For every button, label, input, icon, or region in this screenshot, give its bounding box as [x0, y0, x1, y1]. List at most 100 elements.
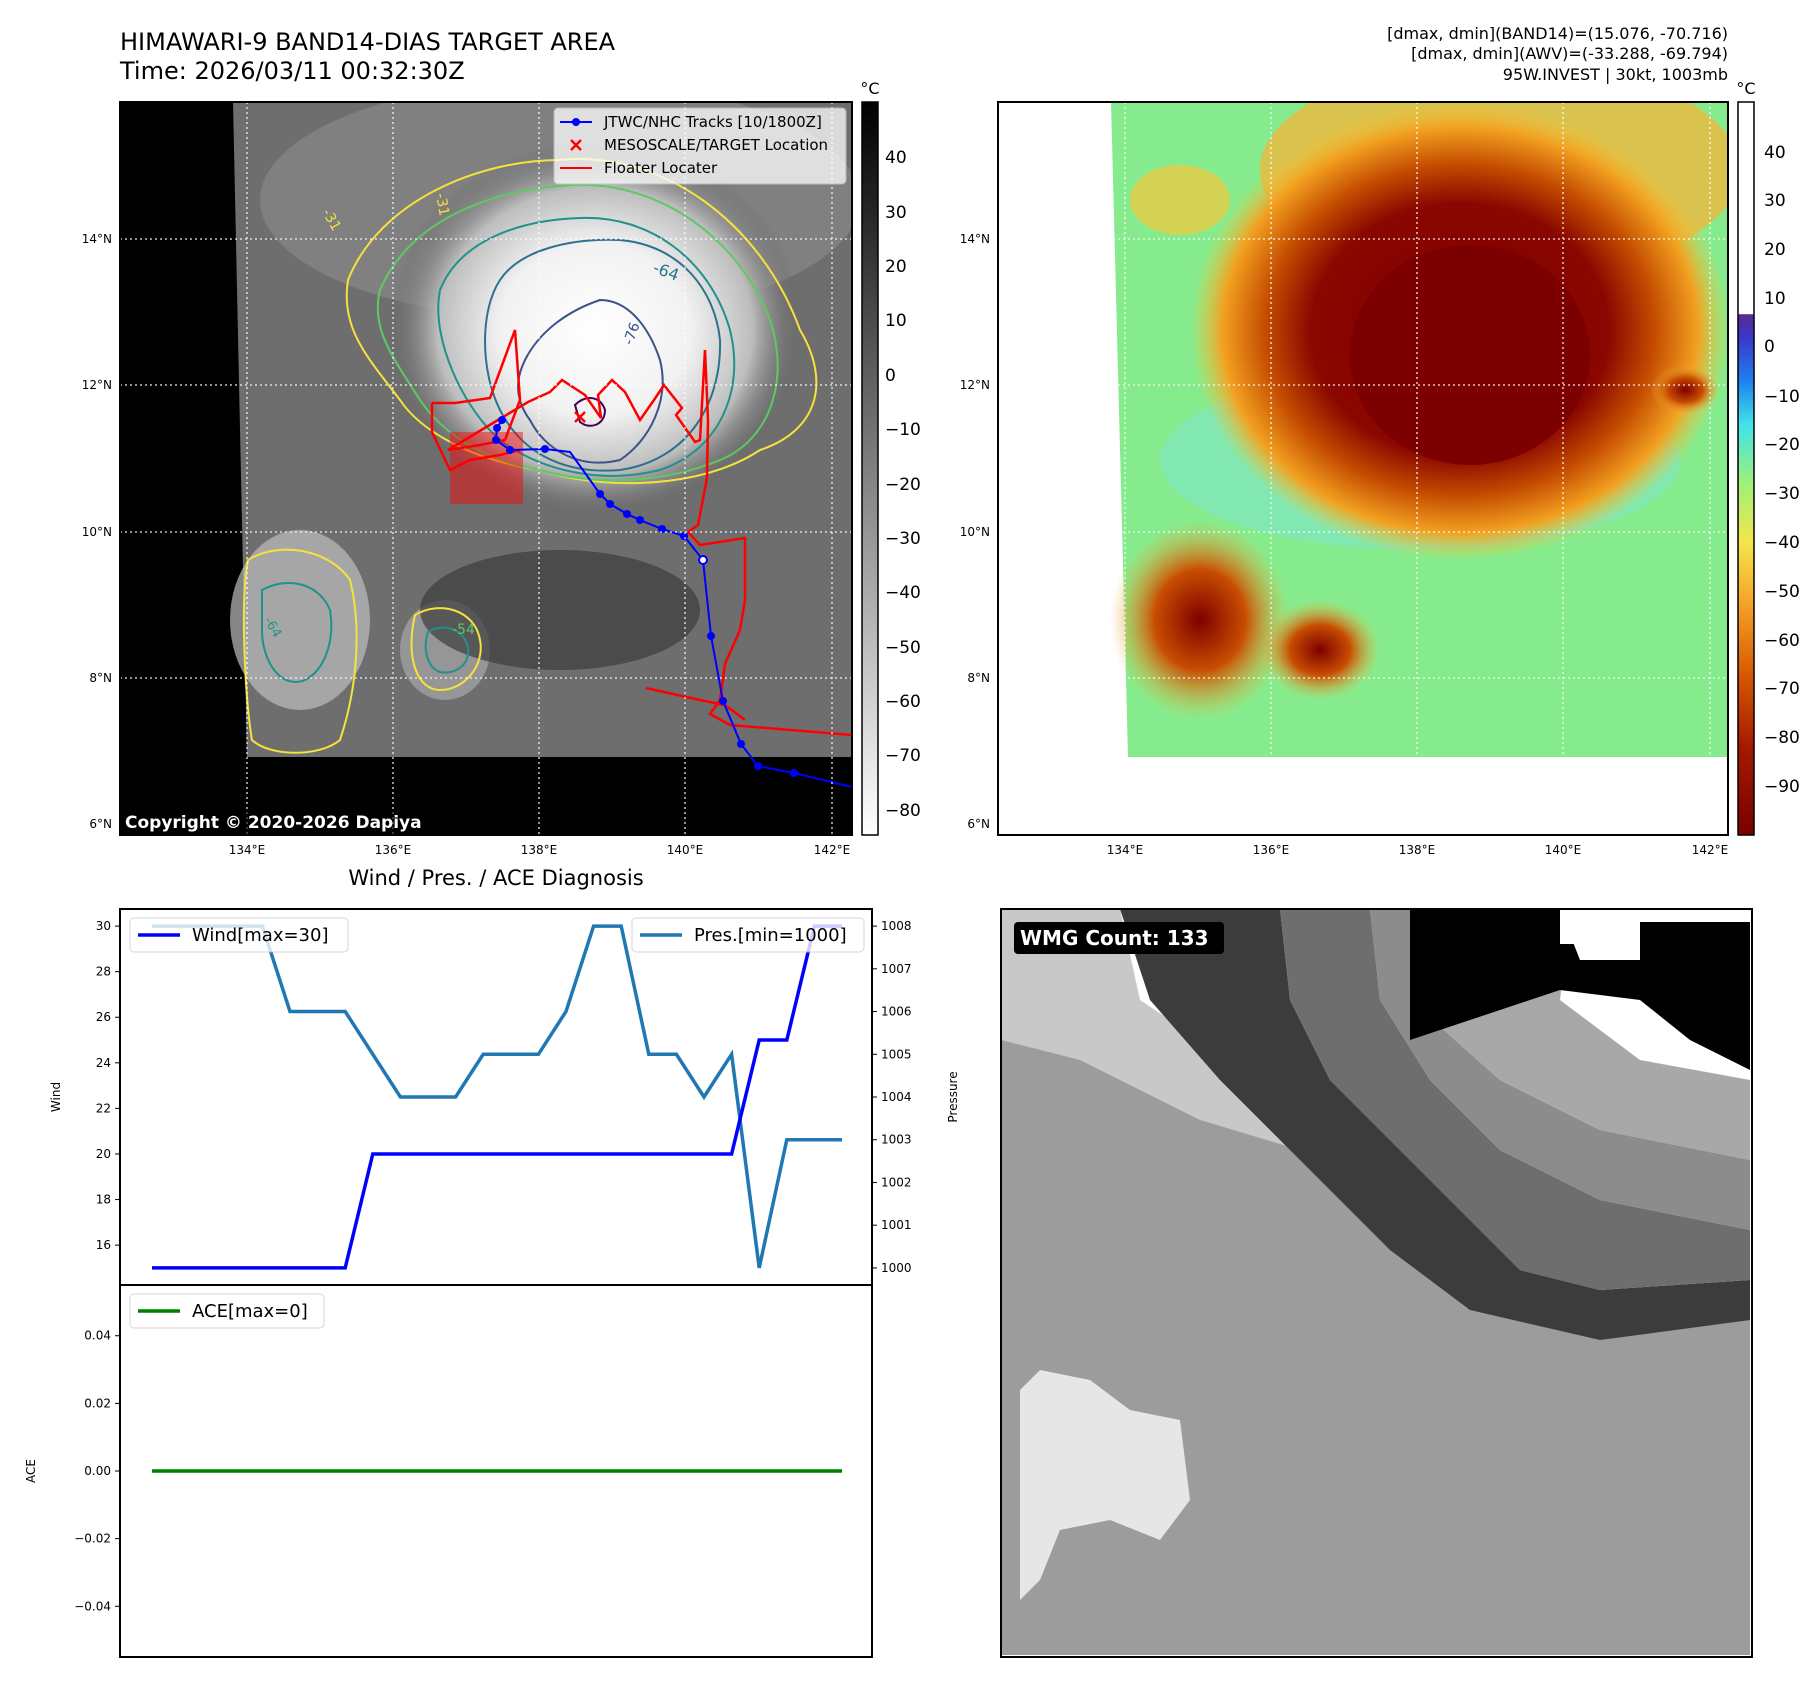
wind-legend-box [129, 917, 349, 953]
target-marker [574, 411, 586, 423]
lat-label: 10°N [82, 525, 112, 539]
colorbar-tick: −80 [885, 801, 921, 821]
awv-blob-w [1130, 165, 1230, 235]
map2-lon-labels: 134°E 136°E 138°E 140°E 142°E [1107, 843, 1729, 857]
awv-map-frame [997, 101, 1729, 836]
contour-steel [484, 238, 722, 472]
wind-y-ticks: 16 18 20 22 24 26 28 30 [96, 919, 120, 1252]
colorbar-tick: 10 [1764, 289, 1786, 309]
lon-label: 138°E [521, 843, 558, 857]
pressure-y-ticks: 1000 1001 1002 1003 1004 1005 1006 1007 1008 [872, 919, 912, 1275]
info-awv: [dmax, dmin](AWV)=(-33.288, -69.794) [1411, 44, 1728, 63]
colorbar-tick: −40 [885, 583, 921, 603]
contour-label: -76 [621, 320, 644, 347]
wmg-frame [1000, 908, 1753, 1658]
awv-colorbar-ticks: 40 30 20 10 0 −10 −20 −30 −40 −50 −60 −7… [1764, 143, 1800, 797]
contour-sw-yellow [242, 548, 358, 754]
map-legend: JTWC/NHC Tracks [10/1800Z] MESOSCALE/TAR… [553, 107, 847, 185]
band14-map: -31 -31 -64 -76 -54 -64 [120, 102, 852, 835]
colorbar-tick: −70 [1764, 679, 1800, 699]
floater-locater-path [430, 403, 521, 472]
track-point [541, 445, 549, 453]
wmg-region-black [1410, 909, 1750, 1070]
wind-tick-label: 26 [96, 1010, 111, 1024]
legend-tracks: JTWC/NHC Tracks [10/1800Z] [603, 113, 822, 131]
contour-teal [437, 216, 736, 477]
ace-tick-label: −0.04 [74, 1599, 111, 1613]
cloud-patch-sw [230, 530, 370, 710]
contour-yellow [345, 158, 818, 485]
pressure-legend: Pres.[min=1000] [631, 917, 865, 953]
wmg-count-label: WMG Count: 133 [1020, 926, 1209, 950]
lon-label: 142°E [814, 843, 851, 857]
colorbar-tick: −80 [1764, 728, 1800, 748]
contour-navy [517, 298, 664, 464]
wmg-band-gray [1370, 909, 1750, 1230]
info-storm: 95W.INVEST | 30kt, 1003mb [1503, 65, 1728, 84]
colorbar-tick: −50 [885, 638, 921, 658]
gray-colorbar: °C 40 30 20 10 0 −10 −20 −30 −40 −50 −60… [860, 79, 921, 836]
lat-label: 8°N [967, 671, 990, 685]
track-point [680, 532, 688, 540]
wind-tick-label: 28 [96, 965, 111, 979]
lat-label: 6°N [967, 817, 990, 831]
track-point [658, 525, 666, 533]
awv-colorbar: °C 40 30 20 10 0 −10 −20 −30 −40 −50 −60… [1736, 79, 1800, 836]
band14-map-frame [119, 101, 853, 836]
wind-tick-label: 30 [96, 919, 111, 933]
lon-label: 136°E [375, 843, 412, 857]
colorbar-tick: −90 [1764, 777, 1800, 797]
awv-blob-sw [1110, 520, 1290, 720]
track-point [737, 740, 745, 748]
colorbar-tick: −20 [885, 475, 921, 495]
colorbar-tick: −50 [1764, 582, 1800, 602]
awv-blob-s [1260, 600, 1380, 700]
pressure-legend-label: Pres.[min=1000] [694, 925, 847, 946]
wind-tick-label: 20 [96, 1147, 111, 1161]
wmg-band-dark [1120, 909, 1750, 1340]
gray-colorbar-ticks: 40 30 20 10 0 −10 −20 −30 −40 −50 −60 −7… [885, 148, 921, 821]
info-band14: [dmax, dmin](BAND14)=(15.076, -70.716) [1387, 24, 1728, 43]
contour-label: -54 [452, 622, 475, 638]
legend-track-icon [572, 118, 580, 126]
colorbar-tick: −30 [1764, 484, 1800, 504]
wind-tick-label: 24 [96, 1056, 111, 1070]
track-point [636, 516, 644, 524]
pressure-tick-label: 1004 [881, 1090, 912, 1104]
contour-purple [573, 397, 607, 427]
track-point [606, 500, 614, 508]
floater-locater-path [645, 686, 746, 721]
floater-locater-path [432, 329, 852, 737]
ace-tick-label: 0.02 [84, 1396, 111, 1410]
pressure-tick-label: 1002 [881, 1175, 912, 1189]
lon-label: 140°E [1545, 843, 1582, 857]
ace-tick-label: −0.02 [74, 1532, 111, 1546]
diag-title: Wind / Pres. / ACE Diagnosis [348, 866, 643, 890]
colorbar-tick: 20 [1764, 240, 1786, 260]
colorbar-tick: 30 [1764, 191, 1786, 211]
lat-label: 12°N [960, 378, 990, 392]
pressure-axis-label: Pressure [946, 1071, 960, 1122]
awv-gridlines [998, 102, 1728, 835]
track-point [623, 510, 631, 518]
colorbar-tick: 0 [1764, 337, 1775, 357]
track-point [698, 555, 708, 565]
map1-lat-labels: 14°N 12°N 10°N 8°N 6°N [82, 232, 112, 831]
lon-label: 140°E [667, 843, 704, 857]
wind-pressure-panel [119, 908, 873, 1286]
wind-series-line [152, 924, 842, 1270]
colorbar-tick: 20 [885, 257, 907, 277]
wind-legend-label: Wind[max=30] [192, 925, 329, 946]
pressure-legend-box [631, 917, 865, 953]
track-point [596, 490, 604, 498]
gray-colorbar-scale [861, 101, 879, 836]
map1-lon-labels: 134°E 136°E 138°E 140°E 142°E [229, 843, 851, 857]
wind-tick-label: 16 [96, 1238, 111, 1252]
wmg-panel [1001, 909, 1752, 1657]
pressure-tick-label: 1006 [881, 1005, 912, 1019]
map-gridlines [120, 102, 852, 835]
lon-label: 134°E [1107, 843, 1144, 857]
track-point [493, 424, 501, 432]
wind-tick-label: 22 [96, 1101, 111, 1115]
